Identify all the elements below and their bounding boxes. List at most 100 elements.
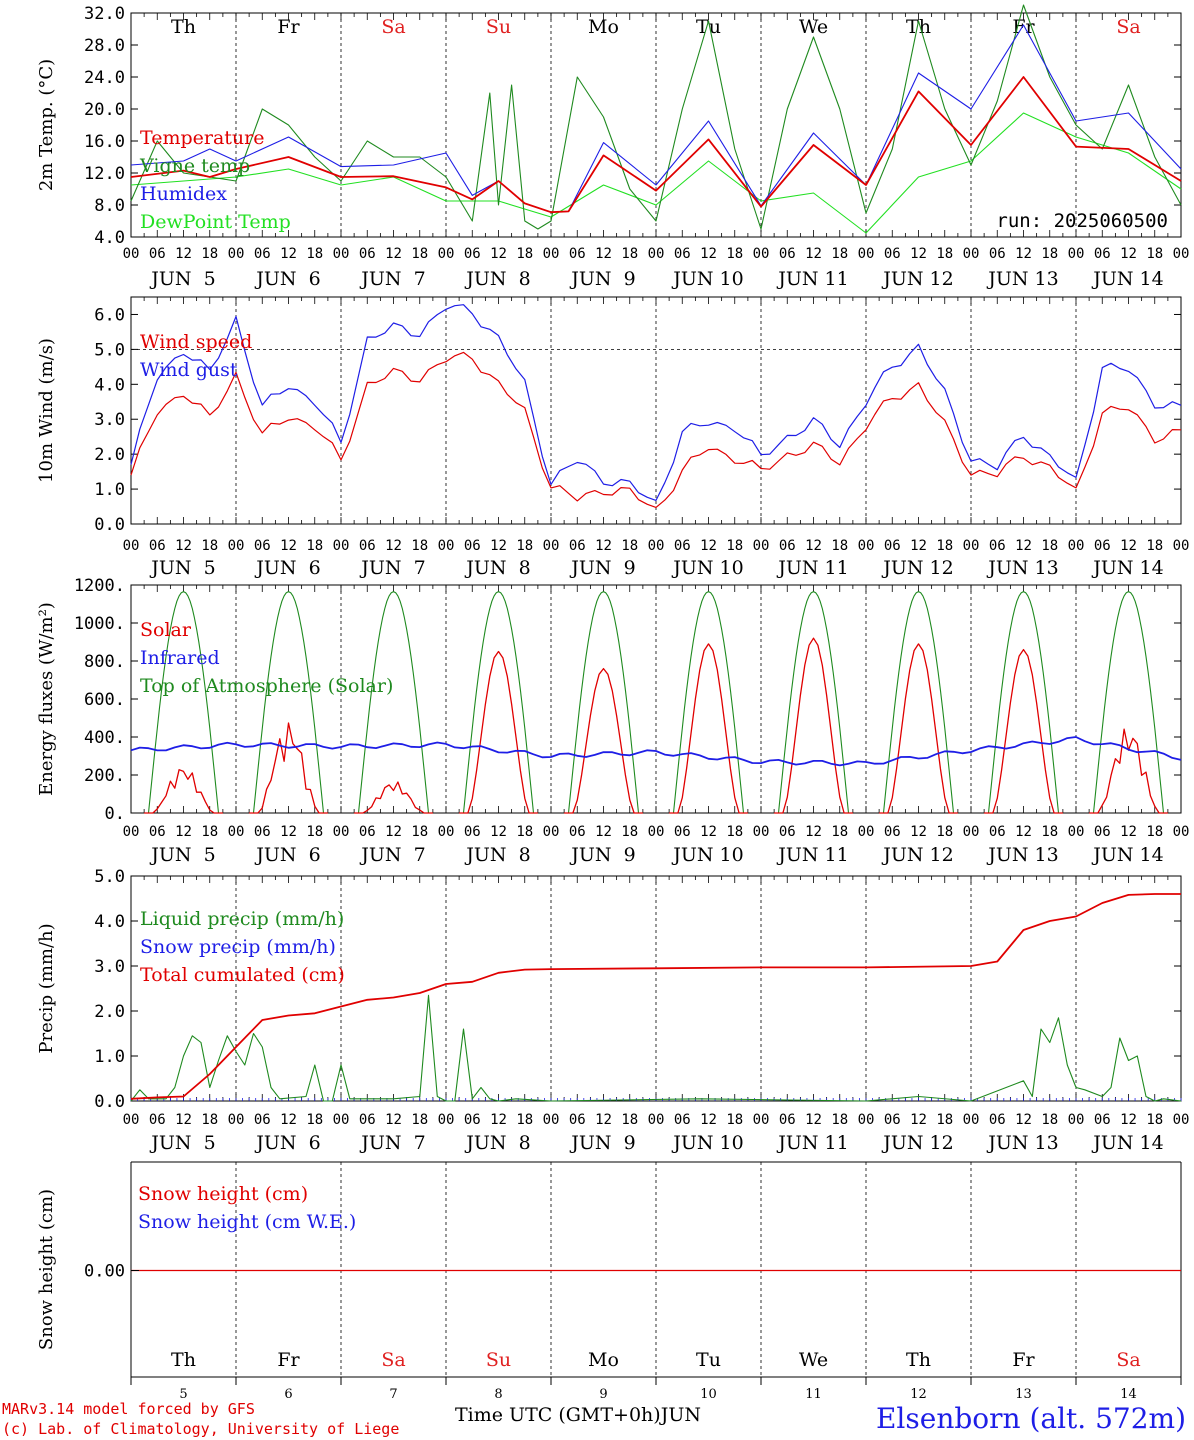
solar-day-curve bbox=[144, 769, 223, 814]
temp-hour-tick: 12 bbox=[385, 246, 402, 262]
snow-day-number: 9 bbox=[599, 1387, 607, 1402]
precip-hour-tick: 12 bbox=[595, 1112, 612, 1128]
lab-credit: (c) Lab. of Climatology, University of L… bbox=[2, 1420, 400, 1438]
precip-hour-tick: 00 bbox=[438, 1112, 455, 1128]
temp-hour-tick: 06 bbox=[884, 246, 901, 262]
wind-hour-tick: 00 bbox=[858, 538, 875, 554]
energy-hour-tick: 06 bbox=[779, 824, 796, 840]
precip-ytick-label: 0.0 bbox=[94, 1092, 125, 1112]
wind-legend-entry: Wind speed bbox=[140, 331, 252, 353]
precip-hour-tick: 06 bbox=[779, 1112, 796, 1128]
energy-hour-tick: 06 bbox=[569, 824, 586, 840]
energy-legend-entry: Top of Atmosphere (Solar) bbox=[140, 675, 393, 697]
toa-solar-day-curve bbox=[564, 591, 643, 814]
temp-hour-tick: 06 bbox=[359, 246, 376, 262]
solar-day-curve bbox=[774, 637, 853, 814]
precip-hour-tick: 06 bbox=[149, 1112, 166, 1128]
precip-hour-tick: 18 bbox=[936, 1112, 953, 1128]
energy-hour-tick: 18 bbox=[306, 824, 323, 840]
precip-ytick-label: 4.0 bbox=[94, 912, 125, 932]
wind-hour-tick: 12 bbox=[280, 538, 297, 554]
wind-hour-tick: 18 bbox=[306, 538, 323, 554]
energy-hour-tick: 00 bbox=[543, 824, 560, 840]
wind-ytick-label: 2.0 bbox=[94, 445, 125, 465]
toa-solar-day-curve bbox=[1089, 591, 1168, 814]
temp-hour-tick: 12 bbox=[1015, 246, 1032, 262]
temp-hour-tick: 18 bbox=[411, 246, 428, 262]
temp-hour-tick: 18 bbox=[201, 246, 218, 262]
precip-hour-tick: 18 bbox=[1041, 1112, 1058, 1128]
wind-hour-tick: 12 bbox=[175, 538, 192, 554]
x-axis-month: JUN bbox=[660, 1404, 701, 1426]
temp-hour-tick: 06 bbox=[674, 246, 691, 262]
snow-day-label: Tu bbox=[696, 1349, 721, 1371]
wind-hour-tick: 12 bbox=[805, 538, 822, 554]
wind-date-label: JUN 7 bbox=[359, 557, 425, 579]
toa-solar-day-curve bbox=[144, 591, 223, 814]
wind-date-label: JUN 12 bbox=[881, 557, 953, 579]
wind-hour-tick: 18 bbox=[411, 538, 428, 554]
wind-ytick-label: 5.0 bbox=[94, 340, 125, 360]
wind-hour-tick: 18 bbox=[516, 538, 533, 554]
energy-ytick-label: 600. bbox=[84, 690, 125, 710]
temp-day-label: Fr bbox=[277, 16, 300, 38]
temp-hour-tick: 12 bbox=[175, 246, 192, 262]
snow-day-number: 11 bbox=[805, 1387, 822, 1402]
energy-hour-tick: 00 bbox=[1068, 824, 1085, 840]
temp-date-label: JUN 9 bbox=[569, 268, 635, 290]
energy-hour-tick: 06 bbox=[464, 824, 481, 840]
precip-hour-tick: 00 bbox=[753, 1112, 770, 1128]
precip-hour-tick: 18 bbox=[516, 1112, 533, 1128]
wind-hour-tick: 12 bbox=[385, 538, 402, 554]
wind-hour-tick: 12 bbox=[1015, 538, 1032, 554]
temp-hour-tick: 06 bbox=[464, 246, 481, 262]
snow-day-number: 12 bbox=[910, 1387, 927, 1402]
energy-hour-tick: 12 bbox=[1120, 824, 1137, 840]
precip-hour-tick: 06 bbox=[989, 1112, 1006, 1128]
snow-day-label: Mo bbox=[588, 1349, 619, 1371]
temp-date-label: JUN 8 bbox=[464, 268, 530, 290]
liquid-precip-line bbox=[130, 994, 1182, 1102]
temp-date-label: JUN 13 bbox=[986, 268, 1058, 290]
wind-ytick-label: 6.0 bbox=[94, 305, 125, 325]
energy-hour-tick: 06 bbox=[884, 824, 901, 840]
precip-date-label: JUN 10 bbox=[671, 1132, 743, 1154]
temp-hour-tick: 06 bbox=[779, 246, 796, 262]
precip-hour-tick: 12 bbox=[1120, 1112, 1137, 1128]
temp-day-label: We bbox=[799, 16, 828, 38]
temp-hour-tick: 12 bbox=[700, 246, 717, 262]
precip-hour-tick: 00 bbox=[1173, 1112, 1190, 1128]
precip-ytick-label: 3.0 bbox=[94, 957, 125, 977]
energy-legend-entry: Solar bbox=[140, 619, 192, 641]
energy-legend-entry: Infrared bbox=[140, 647, 220, 669]
solar-day-curve bbox=[354, 781, 433, 814]
snow-day-label: Fr bbox=[1012, 1349, 1035, 1371]
wind-date-label: JUN 9 bbox=[569, 557, 635, 579]
temp-hour-tick: 12 bbox=[595, 246, 612, 262]
temp-legend-entry: DewPoint Temp bbox=[140, 211, 291, 233]
precip-hour-tick: 18 bbox=[621, 1112, 638, 1128]
precip-date-label: JUN 7 bbox=[359, 1132, 425, 1154]
temp-ytick-label: 28.0 bbox=[84, 36, 125, 56]
toa-solar-day-curve bbox=[984, 591, 1063, 814]
wind-hour-tick: 06 bbox=[884, 538, 901, 554]
energy-hour-tick: 00 bbox=[1173, 824, 1190, 840]
wind-hour-tick: 06 bbox=[569, 538, 586, 554]
snow-legend-entry: Snow height (cm W.E.) bbox=[138, 1211, 356, 1233]
solar-day-curve bbox=[879, 643, 958, 814]
precip-hour-tick: 00 bbox=[648, 1112, 665, 1128]
precip-hour-tick: 18 bbox=[411, 1112, 428, 1128]
temp-hour-tick: 00 bbox=[648, 246, 665, 262]
precip-hour-tick: 00 bbox=[963, 1112, 980, 1128]
wind-hour-tick: 00 bbox=[123, 538, 140, 554]
precip-legend-entry: Liquid precip (mm/h) bbox=[140, 908, 344, 930]
precip-ytick-label: 2.0 bbox=[94, 1002, 125, 1022]
energy-ytick-label: 800. bbox=[84, 652, 125, 672]
snow-day-number: 6 bbox=[284, 1387, 292, 1402]
precip-hour-tick: 18 bbox=[306, 1112, 323, 1128]
temp-day-label: Sa bbox=[381, 16, 405, 38]
toa-solar-day-curve bbox=[354, 591, 433, 814]
wind-hour-tick: 18 bbox=[1146, 538, 1163, 554]
wind-date-label: JUN 6 bbox=[254, 557, 320, 579]
